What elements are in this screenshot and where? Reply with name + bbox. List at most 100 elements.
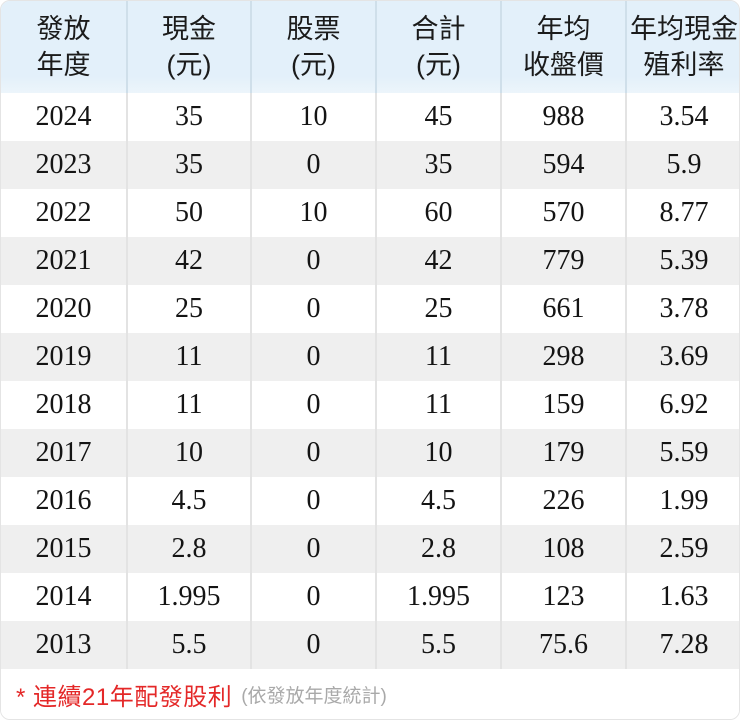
column-header-5: 年均現金 殖利率 <box>625 1 739 93</box>
table-cell: 5.39 <box>625 237 739 285</box>
table-cell: 25 <box>126 285 251 333</box>
table-cell: 2019 <box>1 333 127 381</box>
table-cell: 0 <box>250 381 376 429</box>
table-cell: 2.8 <box>126 525 251 573</box>
table-cell: 159 <box>500 381 626 429</box>
table-cell: 5.9 <box>625 141 739 189</box>
column-header-1: 現金 (元) <box>126 1 251 93</box>
footnote-main: * 連續21年配發股利 <box>16 683 233 711</box>
table-cell: 2020 <box>35 293 92 324</box>
table-cell: 2017 <box>1 429 127 477</box>
table-cell: 2023 <box>1 141 127 189</box>
column-header-line: 年均 <box>536 14 591 44</box>
table-cell: 2015 <box>1 525 127 573</box>
table-cell: 5.59 <box>625 429 739 477</box>
table-cell: 779 <box>500 237 626 285</box>
table-cell: 42 <box>375 237 501 285</box>
footnote-sub: (依發放年度統計) <box>241 685 387 707</box>
table-cell: 75.6 <box>500 621 626 669</box>
table-cell: 1.99 <box>625 477 739 525</box>
column-header-3: 合計 (元) <box>375 1 501 93</box>
table-row: 2014 1.995 0 1.995 123 1.63 <box>1 573 739 621</box>
column-header-line: (元) <box>291 50 336 80</box>
table-cell: 6.92 <box>625 381 739 429</box>
table-cell: 0 <box>250 429 376 477</box>
table-cell: 50 <box>126 189 251 237</box>
table-cell: 226 <box>500 477 626 525</box>
column-header-line: 收盤價 <box>523 50 604 80</box>
table-cell: 2.8 <box>375 525 501 573</box>
column-header-line: 股票 <box>286 14 341 44</box>
table-cell: 10 <box>375 429 501 477</box>
table-cell: 11 <box>126 381 251 429</box>
table-cell: 0 <box>250 621 376 669</box>
table-row: 2020 25 0 25 661 3.78 <box>1 285 739 333</box>
column-header-line: 發放 <box>36 14 91 44</box>
column-header-0: 發放 年度 <box>1 1 127 93</box>
table-cell: 45 <box>375 93 501 141</box>
column-header-line: 年度 <box>36 50 91 80</box>
table-cell: 2.59 <box>625 525 739 573</box>
table-cell: 4.5 <box>126 477 251 525</box>
column-header-line: 年均現金 <box>630 14 738 44</box>
column-header-line: 殖利率 <box>643 50 725 80</box>
table-cell: 298 <box>500 333 626 381</box>
table-row: 2015 2.8 0 2.8 108 2.59 <box>1 525 739 573</box>
column-header-line: (元) <box>416 50 461 80</box>
table-cell: 179 <box>500 429 626 477</box>
table-cell: 11 <box>126 333 251 381</box>
table-cell: 0 <box>250 525 376 573</box>
table-row: 2019 11 0 11 298 3.69 <box>1 333 739 381</box>
table-cell: 0 <box>250 141 376 189</box>
dividend-table: 發放 年度 現金 (元) 股票 (元) 合計 (元) 年均 收盤價 年均現金 殖利率 2024 35 10… <box>1 1 739 669</box>
table-cell: 0 <box>250 573 376 621</box>
table-cell: 10 <box>126 429 251 477</box>
table-row: 2024 35 10 45 988 3.54 <box>1 93 739 141</box>
table-body: 2024 35 10 45 988 3.54 2023 35 0 35 594 5.9 2022 50 10… <box>1 93 739 669</box>
table-cell: 570 <box>500 189 626 237</box>
table-row: 2018 11 0 11 159 6.92 <box>1 381 739 429</box>
table-cell: 123 <box>500 573 626 621</box>
table-cell: 0 <box>250 285 376 333</box>
column-header-2: 股票 (元) <box>250 1 376 93</box>
table-cell: 10 <box>250 93 376 141</box>
table-cell: 5.5 <box>126 621 251 669</box>
table-row: 2021 42 0 42 779 5.39 <box>1 237 739 285</box>
table-cell: 35 <box>126 93 251 141</box>
table-cell: 2022 <box>35 197 92 228</box>
column-header-line: 現金 <box>162 14 216 44</box>
table-row: 2023 35 0 35 594 5.9 <box>1 141 739 189</box>
table-cell: 594 <box>500 141 626 189</box>
table-row: 2017 10 0 10 179 5.59 <box>1 429 739 477</box>
table-cell: 60 <box>375 189 501 237</box>
table-cell: 0 <box>250 237 376 285</box>
header-row: 發放 年度 現金 (元) 股票 (元) 合計 (元) 年均 收盤價 年均現金 殖利率 <box>1 1 739 93</box>
column-header-4: 年均 收盤價 <box>500 1 626 93</box>
table-cell: 35 <box>375 141 501 189</box>
table-cell: 2021 <box>1 237 127 285</box>
table-header: 發放 年度 現金 (元) 股票 (元) 合計 (元) 年均 收盤價 年均現金 殖利率 <box>1 1 739 93</box>
table-row: 2022 50 10 60 570 8.77 <box>1 189 739 237</box>
table-cell: 661 <box>500 285 626 333</box>
table-cell: 2018 <box>35 389 92 420</box>
table-cell: 0 <box>250 477 376 525</box>
table-cell: 3.69 <box>625 333 739 381</box>
table-cell: 1.995 <box>375 573 501 621</box>
table-cell: 3.78 <box>625 285 739 333</box>
table-row: 2016 4.5 0 4.5 226 1.99 <box>1 477 739 525</box>
table-cell: 0 <box>250 333 376 381</box>
table-cell: 35 <box>126 141 251 189</box>
table-cell: 42 <box>126 237 251 285</box>
table-cell: 2024 <box>35 101 92 132</box>
table-cell: 988 <box>500 93 626 141</box>
column-header-line: 合計 <box>411 14 466 44</box>
table-cell: 2013 <box>1 621 127 669</box>
table-cell: 10 <box>250 189 376 237</box>
table-cell: 3.54 <box>625 93 739 141</box>
table-cell: 2016 <box>35 485 92 516</box>
table-cell: 2014 <box>35 581 92 612</box>
table-cell: 4.5 <box>375 477 501 525</box>
table-cell: 8.77 <box>625 189 739 237</box>
table-cell: 11 <box>375 333 501 381</box>
table-cell: 108 <box>500 525 626 573</box>
